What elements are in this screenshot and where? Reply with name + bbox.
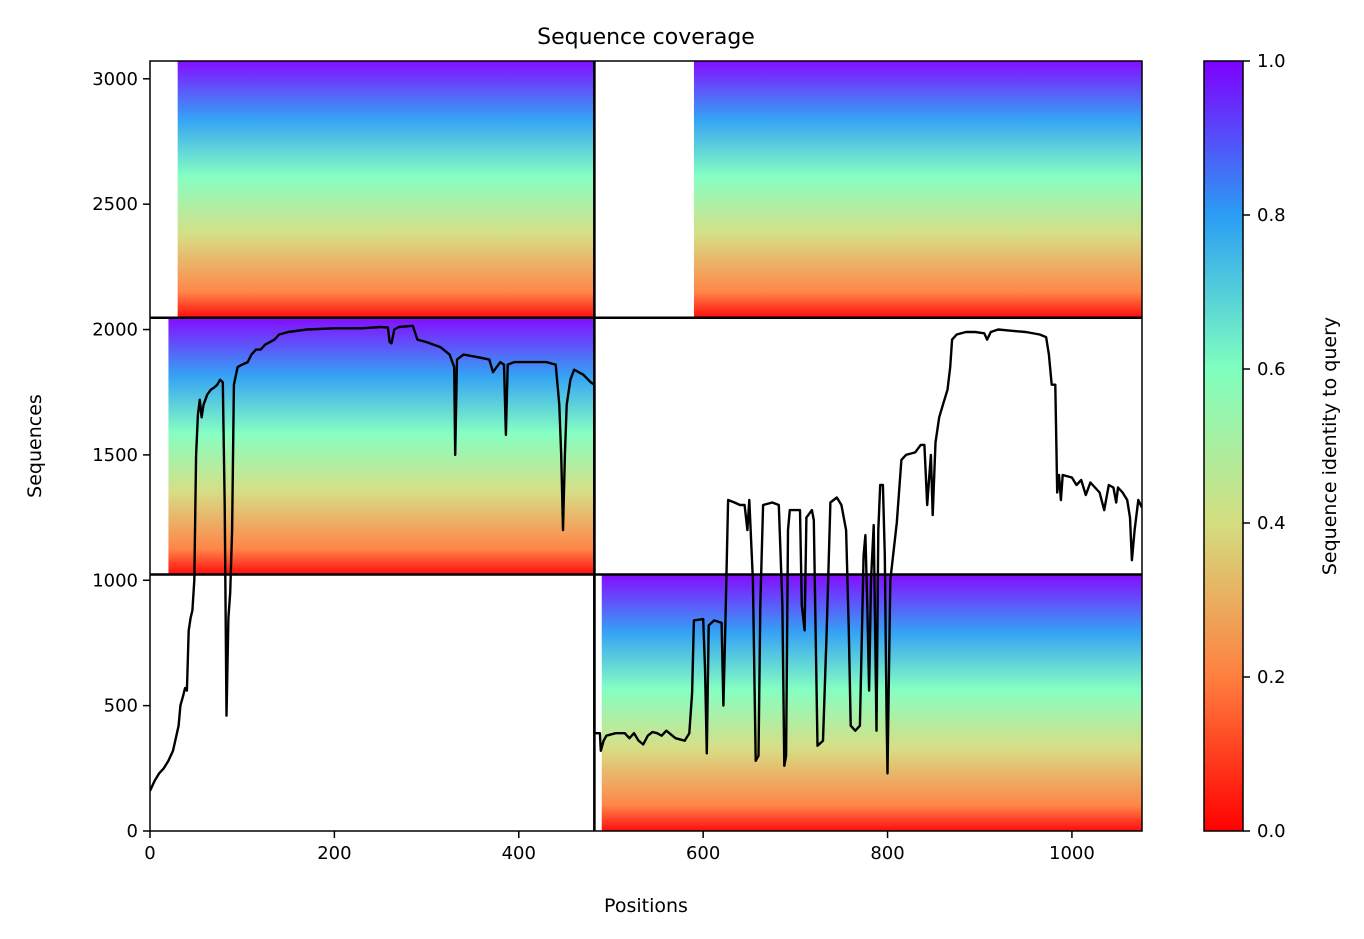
x-axis-ticks: 0 200 400 600 800 1000: [144, 831, 1095, 864]
y-tick-label: 0: [127, 821, 138, 842]
x-tick-label: 400: [502, 843, 536, 864]
y-tick-label: 3000: [92, 69, 138, 90]
y-tick-label: 2000: [92, 320, 138, 341]
y-tick-label: 1500: [92, 445, 138, 466]
colorbar-fill: [1204, 61, 1243, 831]
coverage-block: [693, 61, 1142, 318]
colorbar-tick-label: 0.0: [1257, 821, 1286, 842]
plot-area: [149, 60, 1143, 832]
y-tick-label: 500: [104, 696, 138, 717]
x-tick-label: 0: [144, 843, 155, 864]
coverage-line: [150, 324, 1142, 792]
y-axis-label: Sequences: [24, 394, 46, 498]
y-tick-label: 1000: [92, 570, 138, 591]
coverage-block: [601, 574, 1142, 831]
colorbar-tick-label: 0.2: [1257, 667, 1286, 688]
colorbar-tick-label: 0.8: [1257, 205, 1286, 226]
coverage-block: [168, 317, 595, 575]
x-tick-label: 200: [317, 843, 351, 864]
colorbar-frame: [1203, 60, 1244, 832]
colorbar-ticks: 0.0 0.2 0.4 0.6 0.8 1.0: [1243, 51, 1286, 842]
x-tick-label: 1000: [1049, 843, 1095, 864]
x-tick-label: 600: [686, 843, 720, 864]
coverage-block: [177, 61, 595, 318]
x-axis-label: Positions: [604, 895, 688, 917]
colorbar-tick-label: 1.0: [1257, 51, 1286, 72]
y-axis-ticks: 0 500 1000 1500 2000 2500 3000: [92, 69, 150, 842]
colorbar: 0.0 0.2 0.4 0.6 0.8 1.0 Sequence identity to …: [1203, 51, 1341, 842]
chart-title: Sequence coverage: [537, 25, 755, 50]
plot-frame: [149, 60, 1143, 832]
colorbar-tick-label: 0.6: [1257, 359, 1286, 380]
colorbar-tick-label: 0.4: [1257, 513, 1286, 534]
y-tick-label: 2500: [92, 194, 138, 215]
x-tick-label: 800: [870, 843, 904, 864]
colorbar-label: Sequence identity to query: [1319, 317, 1341, 575]
